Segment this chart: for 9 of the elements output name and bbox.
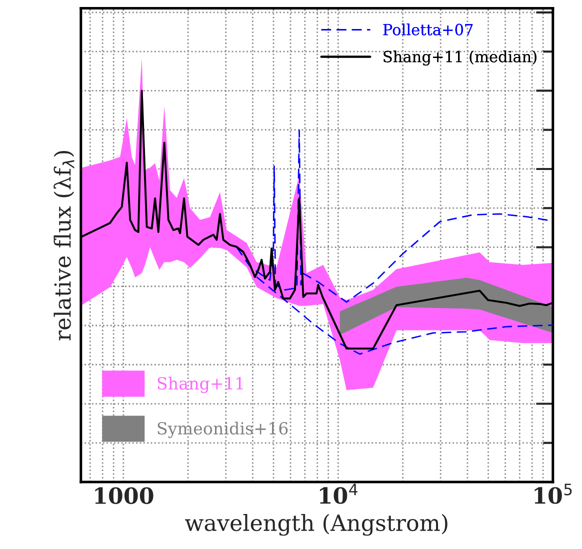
legend-label: Shang+11 [158,376,243,394]
legend-label: Polletta+07 [383,24,473,36]
legend-label: Shang+11 (median) [384,50,536,66]
legend-label: Symeonidis+16 [158,422,288,438]
x-tick-label: 10$^{4}$ [320,484,358,504]
y-axis-title: relative flux (λf$_{λ}$) [54,151,74,340]
x-tick-label: 10$^{5}$ [534,484,572,504]
x-tick-label: 1000 [95,487,154,504]
x-axis-title: wavelength (Angstrom) [185,514,448,536]
